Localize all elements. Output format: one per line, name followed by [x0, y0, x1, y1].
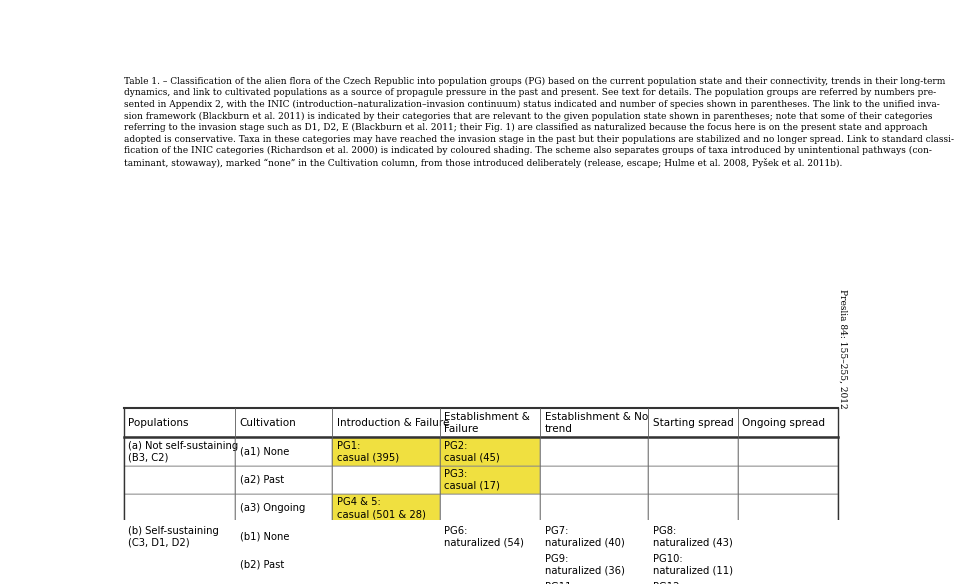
- Bar: [124, 551, 235, 579]
- Bar: [332, 437, 440, 466]
- Text: (b) Self-sustaining
(C3, D1, D2): (b) Self-sustaining (C3, D1, D2): [129, 526, 219, 547]
- Text: Establishment &
Failure: Establishment & Failure: [444, 412, 530, 434]
- Bar: [648, 579, 737, 584]
- Text: Table 1. – Classification of the alien flora of the Czech Republic into populati: Table 1. – Classification of the alien f…: [124, 77, 953, 168]
- Bar: [648, 408, 737, 437]
- Bar: [332, 408, 440, 437]
- Bar: [235, 408, 332, 437]
- Bar: [124, 466, 235, 494]
- Bar: [648, 523, 737, 551]
- Bar: [235, 523, 332, 551]
- Text: Populations: Populations: [129, 418, 189, 428]
- Bar: [440, 551, 540, 579]
- Text: PG6:
naturalized (54): PG6: naturalized (54): [444, 526, 524, 547]
- Text: PG12:
naturalized (31): PG12: naturalized (31): [653, 582, 732, 584]
- Bar: [540, 551, 648, 579]
- Bar: [737, 466, 838, 494]
- Bar: [440, 466, 540, 494]
- Bar: [332, 466, 440, 494]
- Bar: [440, 494, 540, 523]
- Text: (b2) Past: (b2) Past: [240, 560, 284, 570]
- Bar: [332, 523, 440, 551]
- Bar: [540, 579, 648, 584]
- Bar: [540, 437, 648, 466]
- Bar: [737, 551, 838, 579]
- Bar: [124, 437, 235, 466]
- Bar: [540, 466, 648, 494]
- Bar: [540, 408, 648, 437]
- Bar: [235, 579, 332, 584]
- Bar: [332, 494, 440, 523]
- Bar: [737, 408, 838, 437]
- Text: Starting spread: Starting spread: [653, 418, 733, 428]
- Bar: [648, 466, 737, 494]
- Text: (a1) None: (a1) None: [240, 447, 289, 457]
- Bar: [737, 579, 838, 584]
- Bar: [124, 523, 235, 551]
- Text: Ongoing spread: Ongoing spread: [742, 418, 825, 428]
- Bar: [737, 437, 838, 466]
- Text: (a3) Ongoing: (a3) Ongoing: [240, 503, 305, 513]
- Text: PG7:
naturalized (40): PG7: naturalized (40): [545, 526, 625, 547]
- Bar: [737, 494, 838, 523]
- Bar: [440, 579, 540, 584]
- Bar: [124, 408, 235, 437]
- Bar: [235, 494, 332, 523]
- Bar: [737, 523, 838, 551]
- Bar: [124, 494, 235, 523]
- Text: PG3:
casual (17): PG3: casual (17): [444, 469, 500, 491]
- Text: PG2:
casual (45): PG2: casual (45): [444, 441, 500, 463]
- Bar: [648, 437, 737, 466]
- Text: Establishment & No
trend: Establishment & No trend: [545, 412, 648, 434]
- Bar: [648, 494, 737, 523]
- Text: PG10:
naturalized (11): PG10: naturalized (11): [653, 554, 732, 576]
- Text: PG11:
naturalized (65): PG11: naturalized (65): [545, 582, 625, 584]
- Bar: [540, 494, 648, 523]
- Bar: [648, 551, 737, 579]
- Bar: [124, 579, 235, 584]
- Text: PG9:
naturalized (36): PG9: naturalized (36): [545, 554, 625, 576]
- Bar: [540, 523, 648, 551]
- Text: (a) Not self-sustaining
(B3, C2): (a) Not self-sustaining (B3, C2): [129, 441, 238, 463]
- Bar: [440, 408, 540, 437]
- Bar: [440, 437, 540, 466]
- Text: Cultivation: Cultivation: [240, 418, 297, 428]
- Bar: [235, 551, 332, 579]
- Text: Introduction & Failure: Introduction & Failure: [337, 418, 449, 428]
- Text: (a2) Past: (a2) Past: [240, 475, 284, 485]
- Bar: [440, 523, 540, 551]
- Text: (b1) None: (b1) None: [240, 531, 289, 541]
- Text: PG1:
casual (395): PG1: casual (395): [337, 441, 398, 463]
- Text: Preslia 84: 155–255, 2012: Preslia 84: 155–255, 2012: [839, 289, 848, 409]
- Bar: [332, 579, 440, 584]
- Text: PG4 & 5:
casual (501 & 28): PG4 & 5: casual (501 & 28): [337, 498, 425, 519]
- Bar: [235, 437, 332, 466]
- Text: PG8:
naturalized (43): PG8: naturalized (43): [653, 526, 732, 547]
- Bar: [332, 551, 440, 579]
- Bar: [235, 466, 332, 494]
